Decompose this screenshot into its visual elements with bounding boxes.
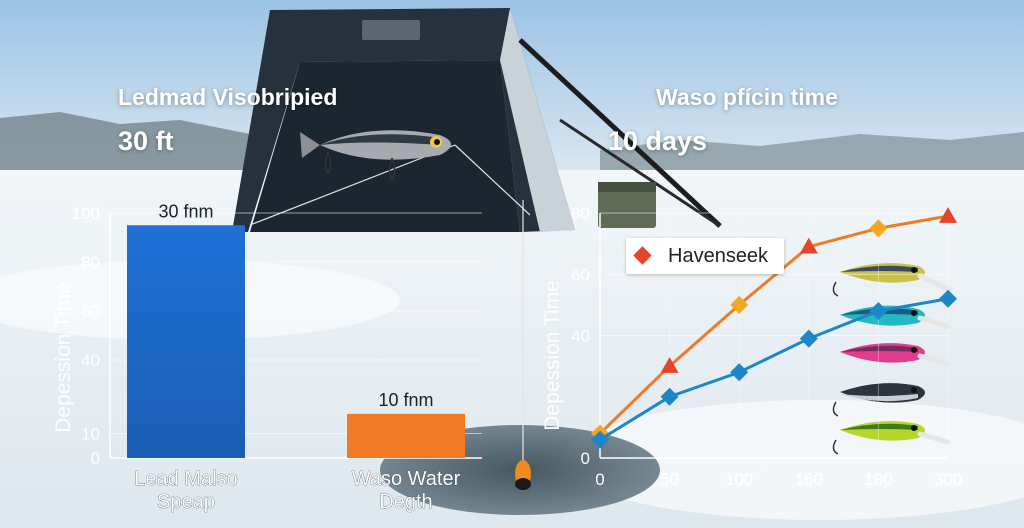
series-line: [599, 297, 949, 441]
fishing-rod: [559, 118, 721, 228]
data-point: [660, 357, 679, 373]
data-point: [869, 302, 888, 320]
data-point: [939, 207, 957, 223]
data-point: [799, 329, 818, 348]
y-tick-label: 80: [81, 253, 100, 272]
data-point: [591, 430, 609, 449]
right-big-value: 10 days: [608, 126, 708, 156]
right-headline: Waso pfícin time: [656, 84, 838, 110]
tent-window: [362, 20, 420, 40]
x-tick-label: 50: [660, 470, 679, 489]
treeline-left: [0, 112, 250, 180]
y-axis-label: Depession Time: [52, 282, 75, 433]
bar: [127, 225, 245, 458]
lure-icon: [249, 130, 531, 226]
y-tick-label: 0: [581, 449, 590, 468]
y-axis-label: Depession Time: [541, 280, 564, 431]
y-tick-label: 60: [81, 302, 100, 321]
y-tick-label: 60: [571, 265, 590, 284]
tent-side: [500, 8, 575, 232]
x-tick-label: 0: [595, 470, 604, 489]
fishing-rod: [518, 38, 722, 228]
lure-icon: [840, 343, 951, 367]
y-tick-label: 40: [571, 327, 590, 346]
lure-icon: [832, 383, 925, 417]
bar: [347, 413, 465, 458]
data-point: [730, 363, 749, 382]
x-tick-label: 160: [795, 470, 823, 489]
bar-data-label: 10 fnm: [378, 390, 433, 410]
y-tick-label: 80: [571, 204, 590, 223]
y-tick-label: 40: [81, 351, 100, 370]
x-tick-label: 180: [864, 470, 892, 489]
x-tick-label: Degth: [379, 491, 432, 513]
x-tick-label: Speap: [157, 491, 215, 513]
left-big-value: 30 ft: [118, 126, 174, 156]
y-tick-label: 0: [91, 449, 100, 468]
series-line: [598, 214, 949, 435]
x-tick-label: Waso Water: [352, 468, 461, 490]
data-point: [660, 387, 679, 406]
x-tick-label: 100: [725, 470, 753, 489]
legend-marker-icon: [633, 246, 652, 265]
left-headline: Ledmad Visobripied: [118, 84, 338, 110]
legend-label: Havenseek: [668, 245, 769, 267]
tackle-box: [598, 182, 656, 228]
bar-data-label: 30 fnm: [158, 201, 213, 221]
data-point: [939, 289, 957, 308]
data-point: [869, 219, 888, 238]
tackle-box-lid: [598, 182, 656, 192]
y-tick-label: 10: [81, 425, 100, 444]
chart-legend: Havenseek: [626, 238, 784, 274]
data-point: [730, 295, 749, 314]
x-tick-label: 300: [934, 470, 962, 489]
lure-icon: [832, 263, 953, 297]
y-tick-label: 100: [72, 204, 100, 223]
bar-chart: 0 10 40 60 80 100 Depession Time 30 fnm Lead Mal…: [52, 201, 482, 513]
x-tick-label: Lead Malso: [134, 468, 237, 490]
data-point: [799, 237, 818, 254]
lure-icon: [832, 421, 951, 455]
bobber-tip: [515, 478, 531, 490]
